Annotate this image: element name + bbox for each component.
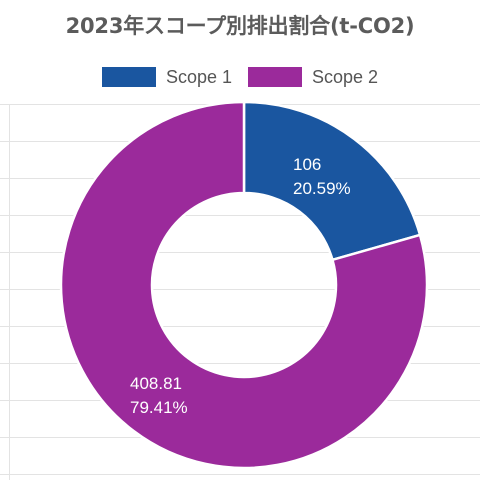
legend-swatch-scope-1 bbox=[101, 67, 156, 87]
slice-scope-2[interactable] bbox=[59, 100, 429, 470]
data-label-scope-2-percent: 79.41% bbox=[130, 398, 188, 417]
legend-label-scope-1: Scope 1 bbox=[165, 66, 232, 87]
legend-swatch-scope-2 bbox=[248, 67, 302, 87]
data-label-scope-1-value: 106 bbox=[293, 155, 321, 174]
chart-legend: Scope 1 Scope 2 bbox=[0, 62, 480, 92]
data-label-scope-2-value: 408.81 bbox=[130, 374, 182, 393]
legend-label-scope-2: Scope 2 bbox=[312, 66, 379, 87]
slice-scope-1[interactable] bbox=[242, 100, 422, 262]
legend-item-scope-1[interactable]: Scope 1 bbox=[101, 66, 232, 88]
data-label-scope-1-percent: 20.59% bbox=[293, 179, 351, 198]
chart-title: 2023年スコープ別排出割合(t-CO2) bbox=[65, 14, 415, 38]
legend-item-scope-2[interactable]: Scope 2 bbox=[248, 67, 378, 88]
